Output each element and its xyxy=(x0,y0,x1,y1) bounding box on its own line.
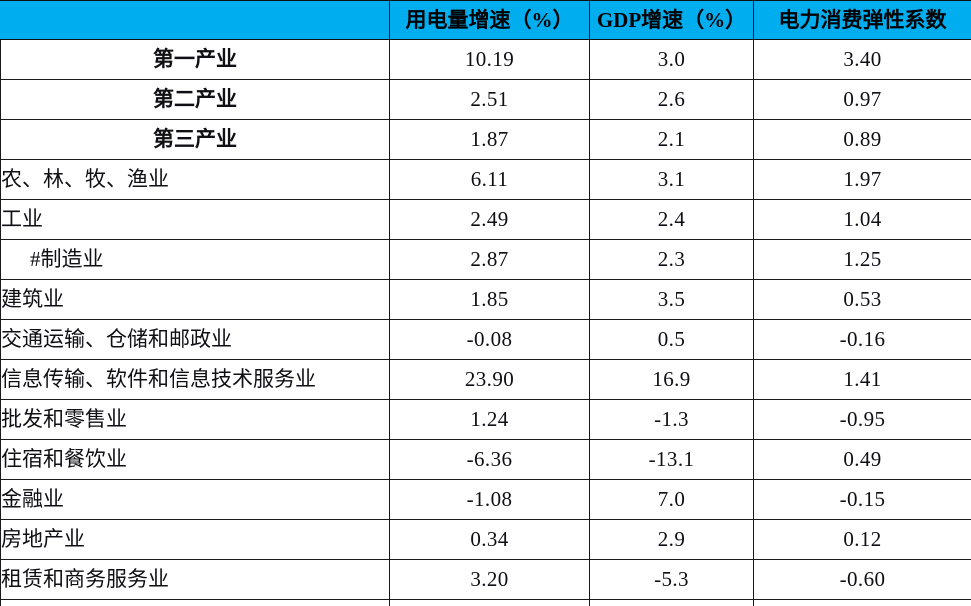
cell-gdp-growth: 3.5 xyxy=(589,279,754,320)
row-label: #制造业 xyxy=(0,239,390,280)
cell-gdp-growth: 2.1 xyxy=(589,119,754,160)
cell-gdp-growth: -5.3 xyxy=(589,559,754,600)
table-row: 交通运输、仓储和邮政业 -0.08 0.5 -0.16 xyxy=(0,319,971,360)
cell-gdp-growth: 0.5 xyxy=(589,319,754,360)
row-label: 公共服务及管理组织 xyxy=(0,599,390,606)
cell-elasticity-coefficient: 1.41 xyxy=(753,359,971,400)
row-label: 交通运输、仓储和邮政业 xyxy=(0,319,390,360)
row-label: 工业 xyxy=(0,199,390,240)
row-label: 金融业 xyxy=(0,479,390,520)
cell-electricity-growth: 2.51 xyxy=(389,79,590,120)
table-row: 工业 2.49 2.4 1.04 xyxy=(0,199,971,240)
cell-electricity-growth: 2.49 xyxy=(389,199,590,240)
cell-elasticity-coefficient: 1.97 xyxy=(753,159,971,200)
cell-electricity-growth: 10.19 xyxy=(389,39,590,80)
row-label: 批发和零售业 xyxy=(0,399,390,440)
row-label: 建筑业 xyxy=(0,279,390,320)
cell-gdp-growth: 3.0 xyxy=(589,39,754,80)
cell-elasticity-coefficient: 3.40 xyxy=(753,39,971,80)
table-row: 公共服务及管理组织0.401.00.40 xyxy=(0,599,971,606)
cell-gdp-growth: 3.1 xyxy=(589,159,754,200)
cell-gdp-growth: 16.9 xyxy=(589,359,754,400)
table-row: 第三产业 1.87 2.1 0.89 xyxy=(0,119,971,160)
row-label: 第二产业 xyxy=(0,79,390,120)
header-cell-electricity-growth: 用电量增速（%） xyxy=(389,0,590,40)
row-label: 农、林、牧、渔业 xyxy=(0,159,390,200)
table-row: 批发和零售业 1.24 -1.3 -0.95 xyxy=(0,399,971,440)
header-row: 用电量增速（%） GDP增速（%） 电力消费弹性系数 xyxy=(0,0,971,40)
cell-elasticity-coefficient: -0.15 xyxy=(753,479,971,520)
cell-gdp-growth: 7.0 xyxy=(589,479,754,520)
table-row: 住宿和餐饮业 -6.36 -13.1 0.49 xyxy=(0,439,971,480)
cell-gdp-growth: 2.9 xyxy=(589,519,754,560)
header-cell-gdp-growth: GDP增速（%） xyxy=(589,0,754,40)
cell-electricity-growth: 0.34 xyxy=(389,519,590,560)
cell-electricity-growth: 0.40 xyxy=(389,599,590,606)
cell-electricity-growth: -0.08 xyxy=(389,319,590,360)
table-row: 金融业 -1.08 7.0 -0.15 xyxy=(0,479,971,520)
cell-elasticity-coefficient: 0.40 xyxy=(753,599,971,606)
table-row: #制造业 2.87 2.3 1.25 xyxy=(0,239,971,280)
cell-gdp-growth: -13.1 xyxy=(589,439,754,480)
cell-gdp-growth: 2.4 xyxy=(589,199,754,240)
cell-elasticity-coefficient: 0.89 xyxy=(753,119,971,160)
row-label: 房地产业 xyxy=(0,519,390,560)
table-row: 租赁和商务服务业 3.20 -5.3 -0.60 xyxy=(0,559,971,600)
cell-gdp-growth: 2.3 xyxy=(589,239,754,280)
table-row: 第二产业 2.51 2.6 0.97 xyxy=(0,79,971,120)
table-row: 第一产业 10.19 3.0 3.40 xyxy=(0,39,971,80)
header-cell-elasticity-coefficient: 电力消费弹性系数 xyxy=(753,0,971,40)
table-header: 用电量增速（%） GDP增速（%） 电力消费弹性系数 xyxy=(0,0,971,40)
table-row: 房地产业 0.34 2.9 0.12 xyxy=(0,519,971,560)
cell-elasticity-coefficient: 1.25 xyxy=(753,239,971,280)
cell-electricity-growth: 1.85 xyxy=(389,279,590,320)
table-row: 农、林、牧、渔业 6.11 3.1 1.97 xyxy=(0,159,971,200)
cell-elasticity-coefficient: 0.49 xyxy=(753,439,971,480)
row-label: 租赁和商务服务业 xyxy=(0,559,390,600)
row-label: 第三产业 xyxy=(0,119,390,160)
cell-gdp-growth: 1.0 xyxy=(589,599,754,606)
table-row: 信息传输、软件和信息技术服务业 23.90 16.9 1.41 xyxy=(0,359,971,400)
cell-elasticity-coefficient: 0.53 xyxy=(753,279,971,320)
cell-electricity-growth: 2.87 xyxy=(389,239,590,280)
row-label: 住宿和餐饮业 xyxy=(0,439,390,480)
cell-electricity-growth: -1.08 xyxy=(389,479,590,520)
table-row: 建筑业 1.85 3.5 0.53 xyxy=(0,279,971,320)
cell-elasticity-coefficient: 0.12 xyxy=(753,519,971,560)
cell-electricity-growth: 1.87 xyxy=(389,119,590,160)
cell-electricity-growth: 6.11 xyxy=(389,159,590,200)
header-cell-label xyxy=(0,0,390,40)
cell-electricity-growth: 3.20 xyxy=(389,559,590,600)
cell-elasticity-coefficient: 1.04 xyxy=(753,199,971,240)
cell-electricity-growth: -6.36 xyxy=(389,439,590,480)
row-label: 第一产业 xyxy=(0,39,390,80)
cell-electricity-growth: 1.24 xyxy=(389,399,590,440)
table-body: 第一产业 10.19 3.0 3.40 第二产业 2.51 2.6 0.97 第三产业 1.87 2… xyxy=(0,39,971,606)
row-label: 信息传输、软件和信息技术服务业 xyxy=(0,359,390,400)
cell-elasticity-coefficient: -0.16 xyxy=(753,319,971,360)
cell-elasticity-coefficient: -0.60 xyxy=(753,559,971,600)
cell-electricity-growth: 23.90 xyxy=(389,359,590,400)
cell-elasticity-coefficient: 0.97 xyxy=(753,79,971,120)
cell-gdp-growth: 2.6 xyxy=(589,79,754,120)
cell-elasticity-coefficient: -0.95 xyxy=(753,399,971,440)
cell-gdp-growth: -1.3 xyxy=(589,399,754,440)
